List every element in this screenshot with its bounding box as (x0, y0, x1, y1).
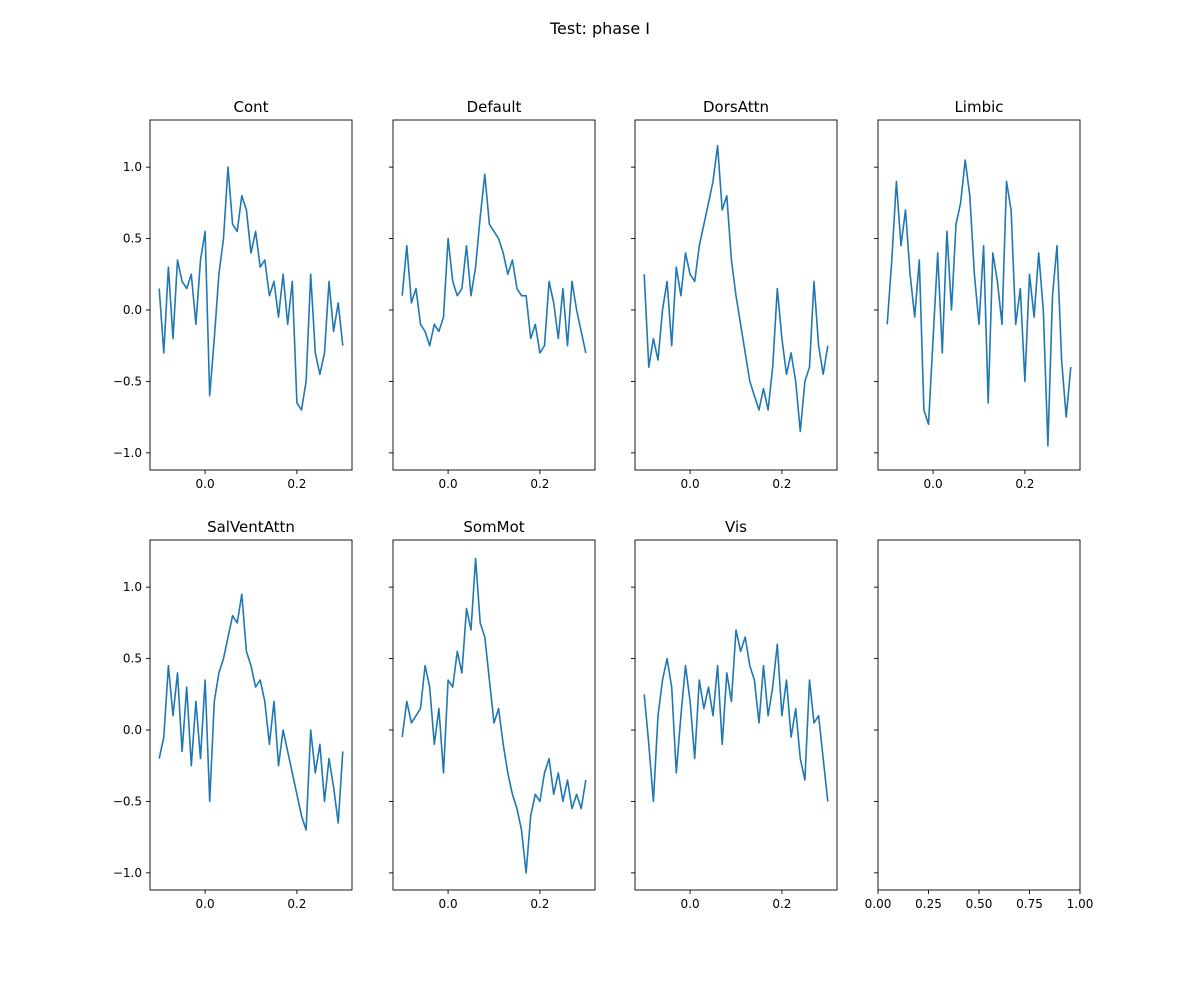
subplot-title: Limbic (954, 98, 1003, 116)
axes-frame (634, 539, 838, 891)
y-tick-label: 0.5 (123, 652, 142, 666)
y-tick-label: −1.0 (113, 866, 142, 880)
x-tick-label: 0.0 (439, 897, 458, 911)
axes-frame (149, 539, 353, 891)
x-tick-label: 0.2 (287, 897, 306, 911)
plot-area (393, 120, 595, 470)
series-line-0 (643, 629, 829, 803)
x-tick-label: 0.0 (196, 477, 215, 491)
axes-frame (634, 119, 838, 471)
x-tick-label: 0.2 (287, 477, 306, 491)
series-line-0 (158, 166, 344, 411)
subplot-grid: 0.0 0.2 −1.0 −0.5 0.0 0.5 1.0 Cont 0.0 0.2 Default… (113, 98, 1094, 911)
plot-area (635, 540, 837, 890)
x-tick-label: 0.00 (865, 897, 892, 911)
plot-area (878, 120, 1080, 470)
axes-frame (877, 119, 1081, 471)
subplot-1: 0.0 0.2 Default (389, 98, 596, 491)
axes-frame (392, 539, 596, 891)
x-tick-label: 0.0 (439, 477, 458, 491)
series-line-0 (643, 144, 829, 433)
y-tick-label: 1.0 (123, 160, 142, 174)
x-tick-label: 0.0 (681, 477, 700, 491)
x-tick-label: 0.0 (196, 897, 215, 911)
subplot-title: SalVentAttn (207, 518, 295, 536)
plot-area (878, 540, 1080, 890)
x-tick-label: 0.2 (1015, 477, 1034, 491)
plot-area (150, 120, 352, 470)
subplot-3: 0.0 0.2 Limbic (874, 98, 1081, 491)
x-tick-label: 0.0 (924, 477, 943, 491)
plot-area (150, 540, 352, 890)
plot-area (393, 540, 595, 890)
series-line-0 (401, 173, 587, 354)
subplot-4: 0.0 0.2 −1.0 −0.5 0.0 0.5 1.0 SalVentAttn (113, 518, 353, 911)
subplot-7: 0.00 0.25 0.50 0.75 1.00 (865, 539, 1094, 911)
series-line-0 (401, 557, 587, 874)
series-line-0 (158, 593, 344, 831)
x-tick-label: 0.2 (530, 477, 549, 491)
y-tick-label: 0.0 (123, 723, 142, 737)
subplot-2: 0.0 0.2 DorsAttn (631, 98, 838, 491)
subplot-5: 0.0 0.2 SomMot (389, 518, 596, 911)
x-tick-label: 0.2 (772, 477, 791, 491)
y-tick-label: 1.0 (123, 580, 142, 594)
y-tick-label: 0.0 (123, 303, 142, 317)
axes-frame (149, 119, 353, 471)
x-tick-label: 0.50 (966, 897, 993, 911)
subplot-0: 0.0 0.2 −1.0 −0.5 0.0 0.5 1.0 Cont (113, 98, 353, 491)
y-tick-label: −0.5 (113, 794, 142, 808)
x-tick-label: 0.0 (681, 897, 700, 911)
x-tick-label: 0.25 (915, 897, 942, 911)
subplot-title: Cont (233, 98, 268, 116)
subplot-6: 0.0 0.2 Vis (631, 518, 838, 911)
series-line-0 (886, 159, 1072, 447)
x-tick-label: 0.2 (530, 897, 549, 911)
subplot-title: SomMot (463, 518, 524, 536)
figure-suptitle: Test: phase I (549, 19, 650, 38)
x-tick-label: 0.2 (772, 897, 791, 911)
y-tick-label: −1.0 (113, 446, 142, 460)
subplot-title: Vis (725, 518, 747, 536)
subplot-title: Default (467, 98, 522, 116)
subplot-title: DorsAttn (703, 98, 769, 116)
y-tick-label: −0.5 (113, 374, 142, 388)
x-tick-label: 1.00 (1067, 897, 1094, 911)
x-tick-label: 0.75 (1016, 897, 1043, 911)
y-tick-label: 0.5 (123, 232, 142, 246)
axes-frame (392, 119, 596, 471)
